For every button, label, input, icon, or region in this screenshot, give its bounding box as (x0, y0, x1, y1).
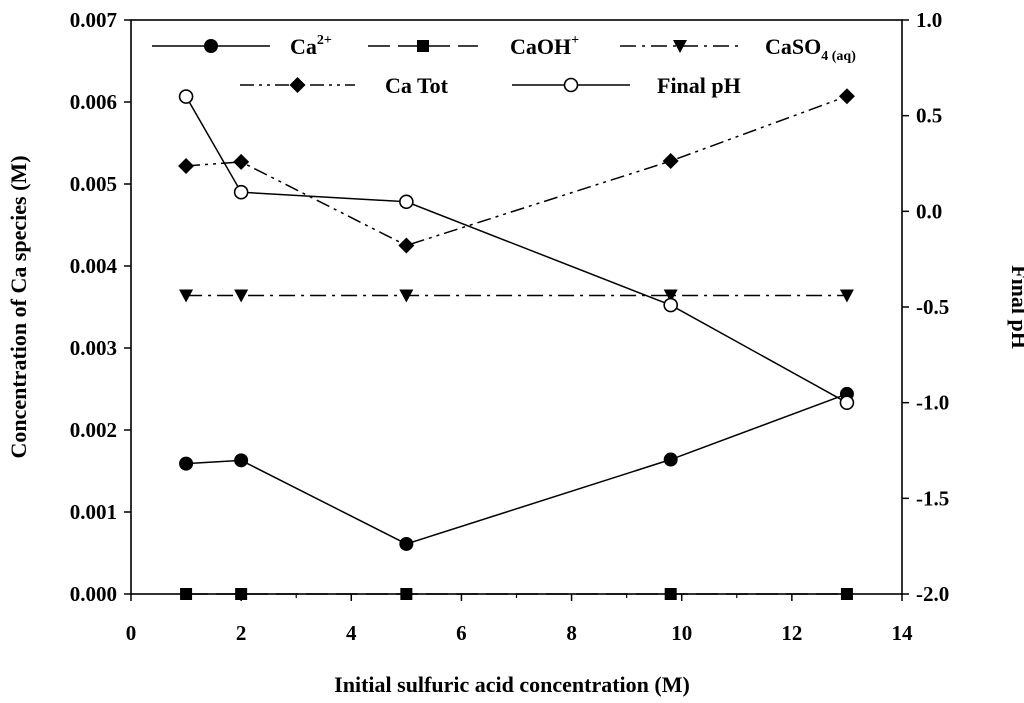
x-tick-label: 12 (781, 621, 802, 645)
data-point (399, 194, 414, 210)
legend-marker (563, 77, 579, 93)
data-point (178, 89, 194, 104)
legend-marker (673, 40, 687, 53)
x-tick-label: 8 (566, 621, 577, 645)
x-axis-title: Initial sulfuric acid concentration (M) (334, 672, 690, 697)
data-point (399, 289, 414, 303)
y-tick-label: 0.006 (70, 90, 117, 114)
series-line (185, 96, 848, 404)
data-point (400, 588, 413, 600)
x-tick-label: 10 (671, 621, 692, 645)
y2-tick-label: 0.0 (916, 199, 942, 223)
data-point (662, 153, 679, 170)
y-tick-label: 0.004 (70, 254, 118, 278)
y-axis-title: Concentration of Ca species (M) (6, 155, 31, 458)
y-tick-label: 0.007 (70, 8, 117, 32)
series-layer (178, 88, 855, 600)
x-tick-label: 2 (236, 621, 247, 645)
data-point (838, 88, 855, 105)
data-point (398, 237, 415, 254)
legend-item-2: CaSO4 (aq) (620, 34, 856, 64)
legend: Ca2+ CaOH+ CaSO4 (aq) Ca Tot Final pH (152, 33, 856, 98)
data-point (663, 297, 679, 313)
data-point (233, 184, 249, 200)
data-point (178, 157, 195, 174)
data-point (663, 289, 678, 303)
y-tick-label: 0.003 (70, 336, 117, 360)
x-tick-label: 4 (346, 621, 357, 645)
legend-label: Ca2+ (290, 33, 332, 59)
legend-marker (204, 39, 218, 53)
data-point (399, 536, 414, 551)
plot-frame (130, 19, 903, 595)
series-2 (179, 289, 854, 303)
data-point (233, 153, 250, 170)
x-axis-ticks: 0 2 4 6 8 10 12 14 (126, 594, 913, 645)
legend-marker (417, 40, 429, 52)
series-0 (179, 386, 854, 551)
y2-tick-label: 0.5 (916, 104, 942, 128)
y2-tick-label: -1.0 (916, 391, 949, 415)
y2-axis-title: Final pH (1007, 265, 1024, 349)
legend-item-1: CaOH+ (368, 33, 579, 59)
legend-item-0: Ca2+ (152, 33, 332, 59)
y2-tick-label: -2.0 (916, 582, 949, 606)
y-tick-label: 0.002 (70, 418, 117, 442)
y2-axis-ticks: -2.0 -1.5 -1.0 -0.5 0.0 0.5 1.0 (902, 8, 949, 606)
legend-label: CaOH+ (510, 33, 579, 59)
legend-label: Ca Tot (385, 73, 449, 98)
data-point (839, 395, 855, 410)
data-point (179, 456, 194, 471)
x-tick-label: 6 (456, 621, 467, 645)
plot-border (130, 19, 903, 595)
legend-label: Final pH (657, 73, 741, 98)
legend-item-3: Ca Tot (240, 73, 449, 98)
y-tick-label: 0.005 (70, 172, 117, 196)
x-tick-label: 0 (126, 621, 137, 645)
data-point (840, 588, 853, 600)
data-point (839, 289, 854, 303)
y-tick-label: 0.001 (70, 500, 117, 524)
data-point (663, 452, 678, 467)
legend-label: CaSO4 (aq) (765, 34, 856, 64)
data-point (664, 588, 677, 600)
legend-marker (289, 77, 306, 93)
x-tick-label: 14 (892, 621, 914, 645)
y2-tick-label: -0.5 (916, 295, 949, 319)
data-point (235, 588, 248, 600)
legend-item-4: Final pH (512, 73, 741, 98)
data-point (180, 588, 193, 600)
series-4 (178, 89, 855, 410)
y2-tick-label: 1.0 (916, 8, 942, 32)
y-tick-label: 0.000 (70, 582, 117, 606)
y-axis-ticks: 0.000 0.001 0.002 0.003 0.004 0.005 0.006 0.007 (70, 8, 131, 606)
series-1 (180, 588, 853, 600)
data-point (234, 453, 249, 468)
data-point (234, 289, 249, 303)
series-line (186, 393, 848, 545)
y2-tick-label: -1.5 (916, 486, 949, 510)
series-line (186, 95, 848, 247)
series-3 (178, 88, 855, 254)
data-point (179, 289, 194, 303)
